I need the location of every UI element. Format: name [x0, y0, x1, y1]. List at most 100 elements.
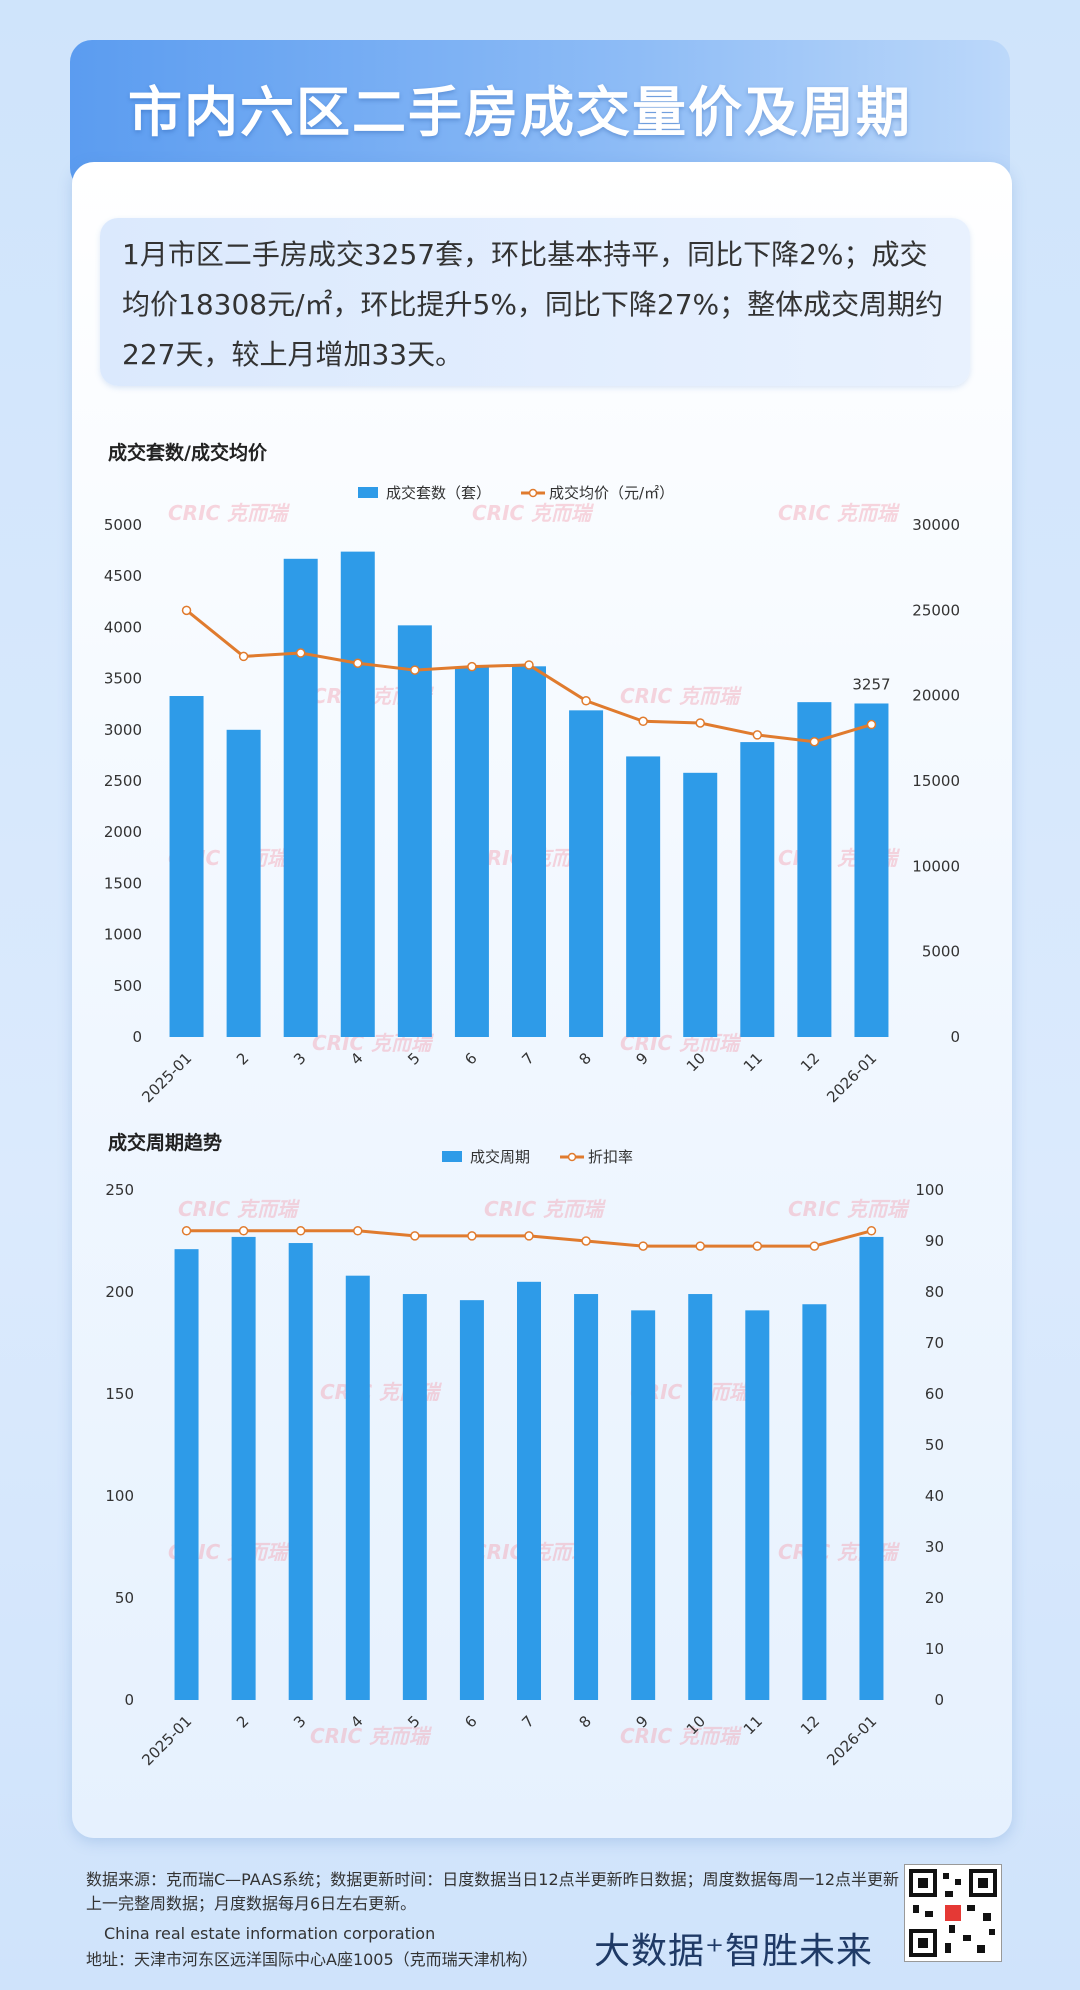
line-point [809, 1241, 820, 1251]
watermark-text: CRIC 克而瑞 [788, 1197, 910, 1221]
bar [740, 742, 775, 1037]
bar [231, 1236, 256, 1700]
x-tick-label: 2 [233, 1049, 252, 1068]
line-point [695, 1241, 705, 1251]
watermark-text: CRIC 克而瑞 [620, 1724, 742, 1748]
x-tick-label: 2025-01 [138, 1712, 195, 1769]
x-tick-label: 8 [575, 1049, 594, 1068]
bar [226, 729, 261, 1037]
y-right-tick-label: 20000 [912, 687, 960, 705]
data-label: 3257 [852, 675, 890, 693]
line-point [581, 1236, 591, 1246]
page-title: 市内六区二手房成交量价及周期 [128, 81, 912, 144]
qr-code-icon [909, 1869, 997, 1957]
y-right-tick-label: 80 [925, 1283, 944, 1301]
chart2-title: 成交周期趋势 [108, 1132, 223, 1154]
y-left-tick-label: 100 [105, 1487, 134, 1505]
y-left-tick-label: 2000 [104, 823, 142, 841]
line-point [410, 1231, 420, 1241]
bar [169, 696, 204, 1037]
line-point [238, 1226, 249, 1236]
y-right-tick-label: 100 [915, 1181, 944, 1199]
x-tick-label: 6 [461, 1049, 480, 1068]
slogan: 大数据⁺智胜未来 [594, 1931, 874, 1972]
bar [517, 1281, 541, 1700]
watermark-text: CRIC 克而瑞 [310, 1724, 432, 1748]
line-point [181, 605, 192, 616]
y-left-tick-label: 250 [105, 1181, 134, 1199]
legend-label: 成交均价（元/㎡） [549, 484, 674, 502]
line-point [638, 1241, 648, 1251]
x-tick-label: 2026-01 [823, 1712, 880, 1769]
legend-label: 折扣率 [588, 1148, 633, 1166]
line-point [809, 736, 820, 747]
line-point [295, 648, 306, 658]
watermark-text: CRIC 克而瑞 [620, 684, 742, 708]
bar [283, 558, 318, 1037]
line-point [524, 1231, 534, 1241]
bar [683, 772, 718, 1037]
bar [288, 1243, 313, 1700]
bar [345, 1275, 370, 1700]
bar [397, 625, 432, 1037]
line-point [181, 1226, 192, 1236]
line-point [695, 718, 705, 728]
bar [174, 1249, 199, 1700]
y-right-tick-label: 50 [925, 1436, 944, 1454]
line-point [752, 730, 763, 740]
bar [745, 1310, 770, 1700]
y-left-tick-label: 0 [132, 1028, 142, 1046]
line-point [467, 661, 477, 672]
y-left-tick-label: 4000 [104, 618, 142, 636]
y-right-tick-label: 10 [925, 1640, 944, 1658]
y-left-tick-label: 50 [115, 1589, 134, 1607]
bar [854, 703, 889, 1037]
y-right-tick-label: 0 [950, 1028, 960, 1046]
y-left-tick-label: 500 [113, 977, 142, 995]
bar [512, 666, 546, 1037]
line-point [353, 658, 363, 668]
y-left-tick-label: 5000 [104, 516, 142, 534]
bar [402, 1294, 427, 1700]
x-tick-label: 2025-01 [138, 1049, 195, 1106]
y-right-tick-label: 5000 [922, 943, 960, 961]
bar [631, 1310, 656, 1700]
y-right-tick-label: 0 [934, 1691, 944, 1709]
x-tick-label: 12 [797, 1712, 823, 1738]
line-point [866, 719, 877, 730]
y-left-tick-label: 3500 [104, 670, 142, 688]
watermark-text: CRIC 克而瑞 [168, 501, 290, 525]
legend-bar-swatch [442, 1151, 462, 1162]
line-point [524, 660, 534, 670]
y-right-tick-label: 30 [925, 1538, 944, 1556]
watermark-text: CRIC 克而瑞 [472, 501, 594, 525]
x-tick-label: 12 [797, 1049, 823, 1075]
line-point [866, 1226, 877, 1236]
x-tick-label: 6 [461, 1712, 480, 1731]
y-left-tick-label: 3000 [104, 721, 142, 739]
y-left-tick-label: 200 [105, 1283, 134, 1301]
bar [569, 710, 604, 1037]
x-tick-label: 2 [233, 1712, 252, 1731]
y-left-tick-label: 1500 [104, 874, 142, 892]
y-left-tick-label: 2500 [104, 772, 142, 790]
y-right-tick-label: 30000 [912, 516, 960, 534]
cycle-trend-chart: CRIC 克而瑞 CRIC 克而瑞 CRIC 克而瑞 CRIC 克而瑞 CRIC 克而瑞… [105, 1148, 944, 1769]
y-left-tick-label: 0 [124, 1691, 134, 1709]
legend-line-marker [567, 1152, 577, 1162]
x-tick-label: 3 [290, 1049, 309, 1068]
bar [797, 702, 832, 1037]
line-point [353, 1226, 363, 1236]
data-source-note: 数据来源：克而瑞C—PAAS系统；数据更新时间：日度数据当日12点半更新昨日数据… [86, 1870, 900, 1913]
y-right-tick-label: 20 [925, 1589, 944, 1607]
bar [340, 551, 375, 1037]
y-right-tick-label: 40 [925, 1487, 944, 1505]
bar [859, 1236, 884, 1700]
summary-box [100, 218, 970, 386]
bar [459, 1300, 484, 1700]
line-point [638, 716, 648, 727]
x-tick-label: 3 [290, 1712, 309, 1731]
company-address: 地址：天津市河东区远洋国际中心A座1005（克而瑞天津机构） [86, 1950, 538, 1969]
line-point [295, 1226, 306, 1236]
